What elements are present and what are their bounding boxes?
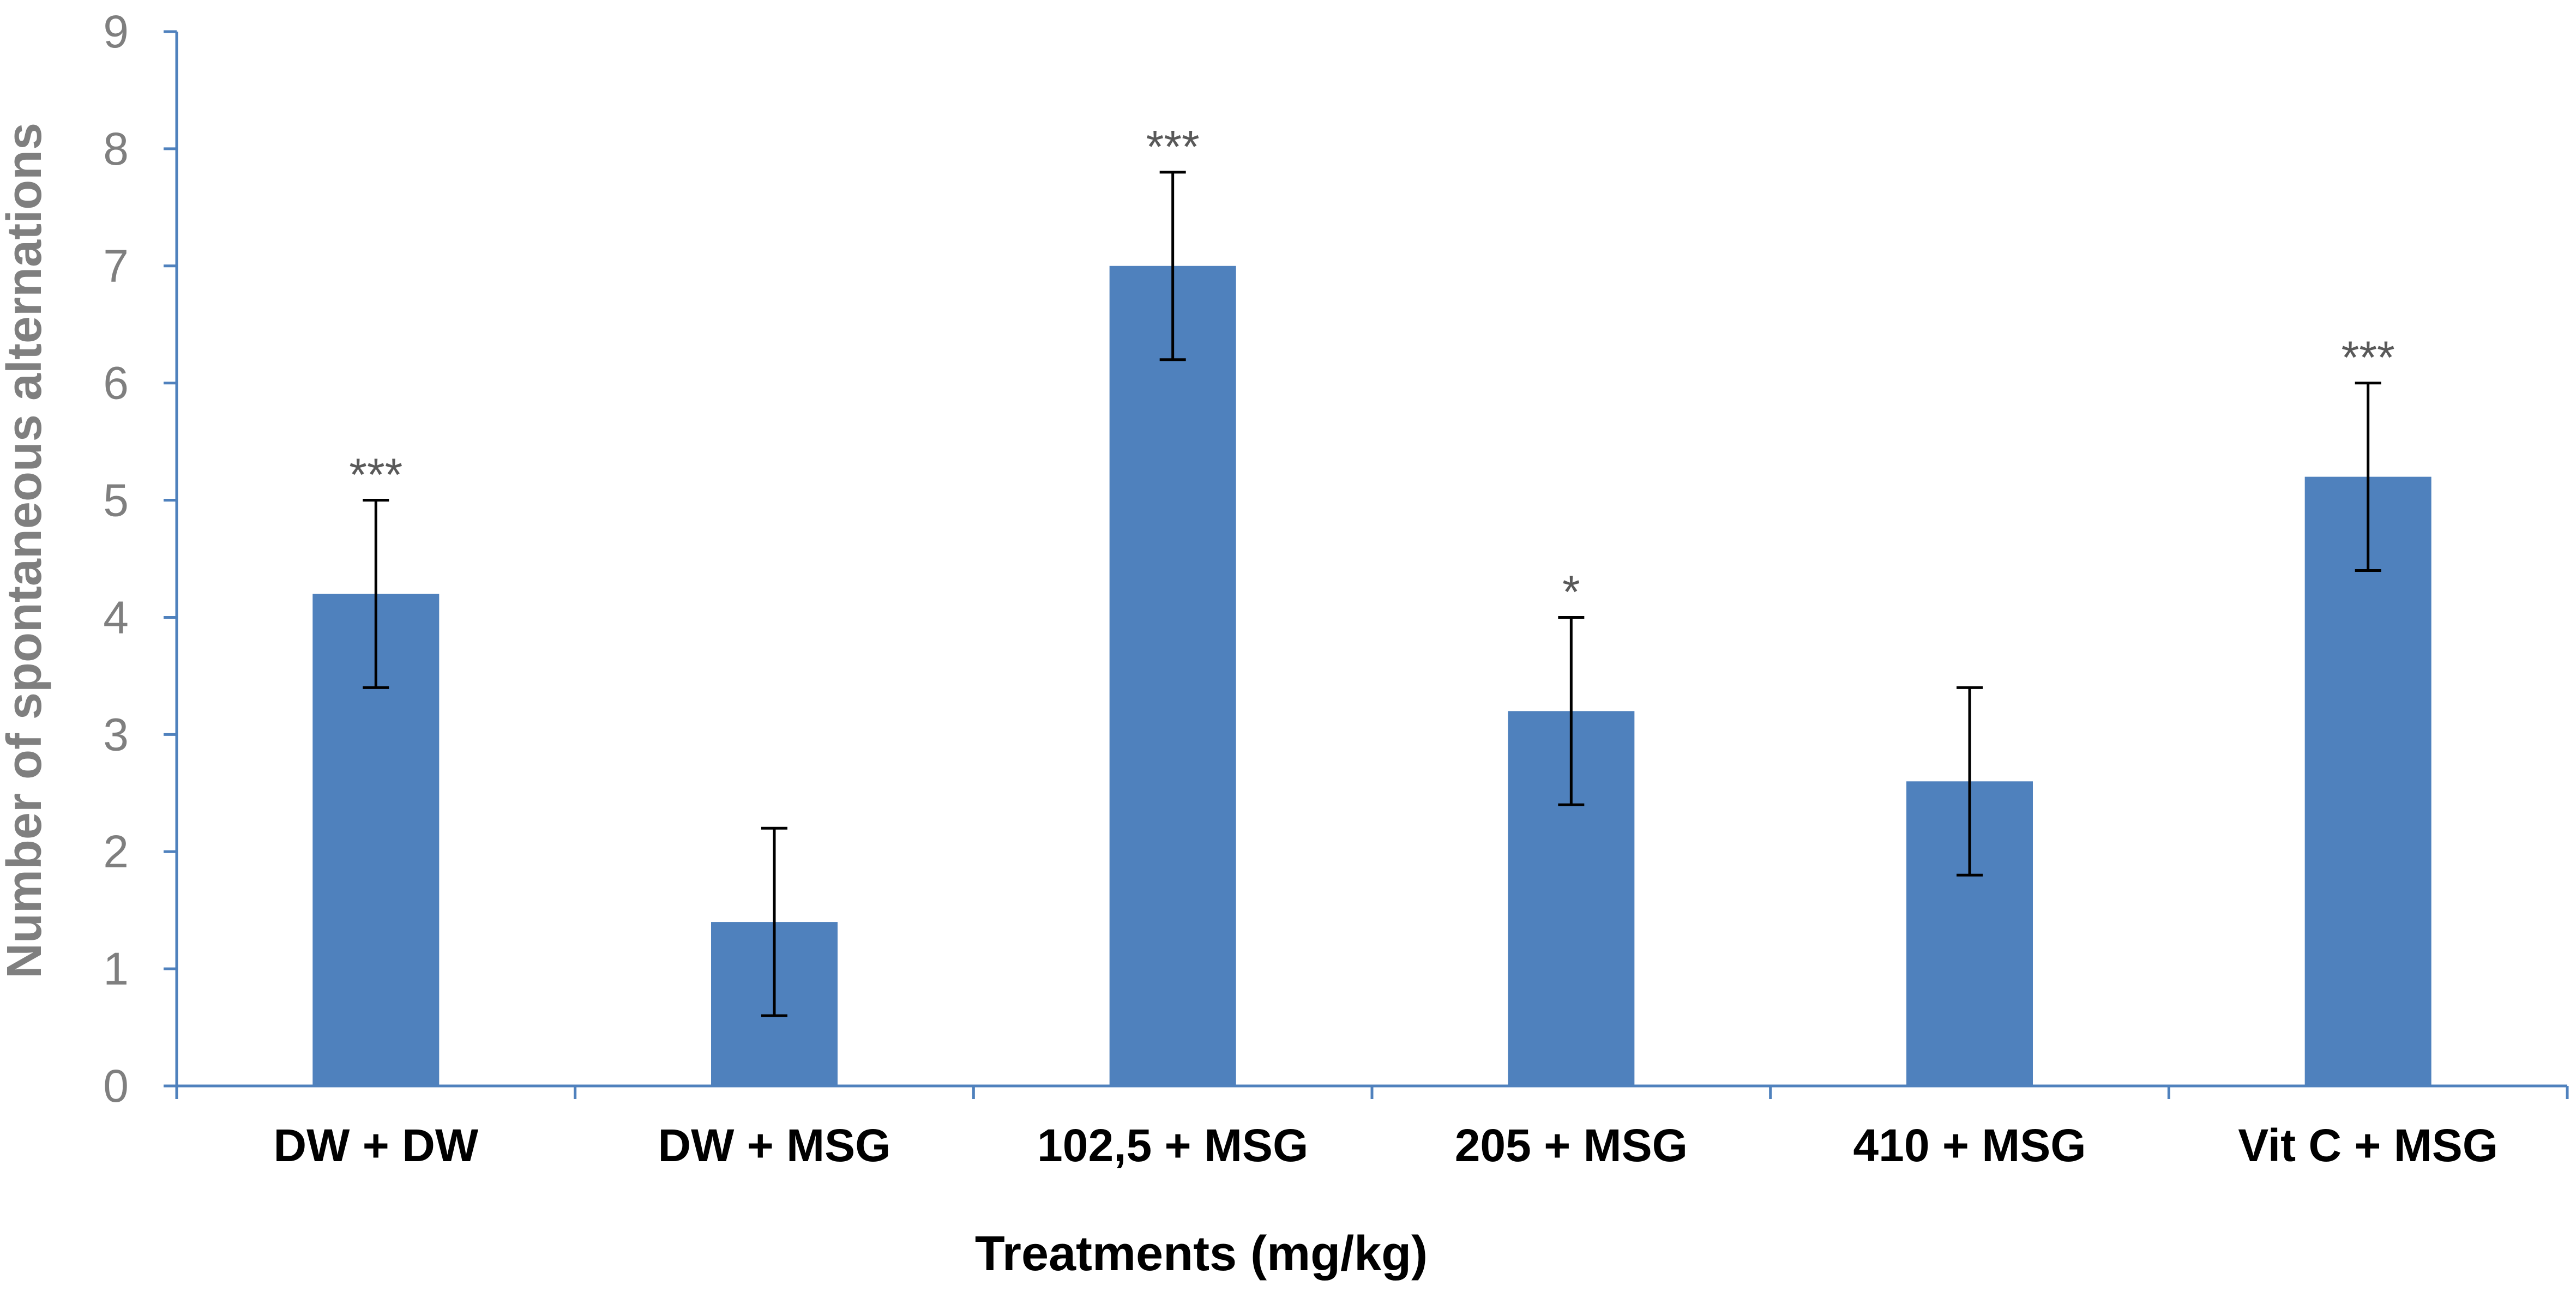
significance-label: *** [2342,332,2395,383]
x-tick-label: Vit C + MSG [2238,1120,2498,1171]
y-tick-label: 5 [103,475,129,526]
error-bars-layer [363,171,2381,1017]
bars-layer [312,265,2431,1086]
axes-layer [164,30,2569,1099]
significance-label: *** [1146,121,1200,172]
y-tick-label: 7 [103,240,129,292]
x-tick-label: 205 + MSG [1455,1120,1688,1171]
y-tick-label: 1 [103,943,129,994]
significance-layer: ********** [349,121,2394,618]
y-tick-label: 3 [103,709,129,760]
bar [1109,265,1236,1086]
y-tick-label: 0 [103,1060,129,1112]
y-tick-label: 2 [103,826,129,877]
x-tick-label: DW + MSG [658,1120,890,1171]
x-tick-label: 410 + MSG [1853,1120,2086,1171]
y-axis-title: Number of spontaneous alternations [0,123,52,979]
y-tick-label: 6 [103,358,129,409]
x-axis-title: Treatments (mg/kg) [975,1227,1428,1281]
significance-label: * [1562,566,1580,617]
y-tick-label: 8 [103,123,129,174]
significance-label: *** [349,449,402,500]
tick-labels-layer: 0 1 2 3 4 5 6 7 8 9 DW + DW DW + MSG 102,5 + MSG 205 … [103,6,2498,1171]
y-tick-label: 9 [103,6,129,57]
bar [2304,476,2431,1086]
x-tick-label: 102,5 + MSG [1037,1120,1308,1171]
x-tick-label: DW + DW [274,1120,479,1171]
y-tick-label: 4 [103,591,129,643]
